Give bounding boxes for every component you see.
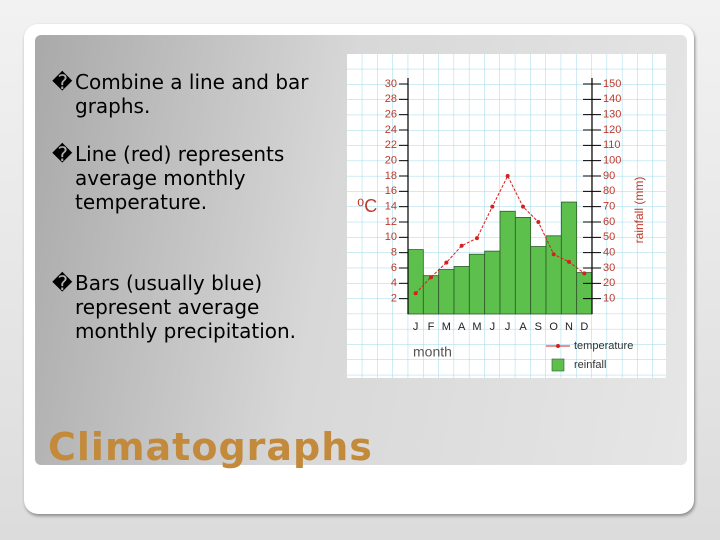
temperature-point — [444, 260, 449, 265]
y-tick-label: 24 — [385, 124, 397, 136]
legend-point — [556, 344, 560, 348]
temperature-point — [521, 204, 525, 209]
bar — [438, 269, 455, 315]
y2-tick-label: 50 — [603, 231, 615, 243]
y-tick-label: 12 — [385, 216, 397, 228]
temperature-point — [475, 236, 479, 241]
x-tick-label: O — [549, 321, 558, 333]
bullet-marker: � — [52, 271, 73, 295]
y2-tick-label: 40 — [603, 247, 615, 259]
legend-swatch — [551, 358, 565, 372]
bullet-marker: � — [52, 70, 73, 94]
temperature-point — [536, 220, 541, 224]
temperature-point — [459, 243, 464, 248]
y2-tick-label: 30 — [603, 262, 615, 274]
temperature-point — [413, 291, 418, 296]
temperature-line — [415, 174, 585, 294]
bar — [576, 272, 593, 315]
y2-tick-label: 70 — [603, 201, 615, 213]
bullet-marker: � — [52, 142, 73, 166]
y2-tick-label: 90 — [603, 170, 615, 182]
bullet: � Line (red) represents average monthly t… — [52, 142, 315, 214]
y-tick-label: 20 — [385, 155, 397, 167]
x-tick-label: N — [565, 321, 573, 333]
y2-tick-label: 140 — [603, 93, 621, 105]
temperature-point — [567, 259, 571, 264]
y2-tick-label: 10 — [603, 293, 615, 305]
bar — [484, 250, 501, 315]
bar — [407, 249, 424, 315]
bullet-text: Line (red) represents average monthly te… — [75, 142, 285, 214]
x-tick-label: A — [519, 321, 527, 333]
temperature-point — [582, 271, 587, 276]
y-tick-label: 30 — [385, 78, 397, 90]
y2-tick-label: 120 — [603, 124, 621, 136]
y2-axis-label: rainfall (mm) — [632, 177, 646, 244]
x-tick-label: S — [535, 321, 542, 333]
x-tick-label: A — [458, 321, 466, 333]
y-tick-label: 16 — [385, 185, 397, 197]
y-tick-label: 4 — [391, 277, 397, 289]
bar — [453, 266, 470, 315]
bullet-text: Bars (usually blue) represent average mo… — [75, 271, 297, 343]
y2-tick-label: 150 — [603, 78, 621, 90]
x-tick-label: F — [428, 321, 435, 333]
chart: 2468101214161820222426283010203040506070… — [347, 54, 666, 378]
bullet: � Combine a line and bar graphs. — [52, 70, 315, 118]
temperature-point — [551, 252, 556, 257]
temperature-point — [429, 275, 433, 280]
temperature-point — [490, 204, 495, 209]
bar — [468, 253, 486, 315]
y-tick-label: 28 — [385, 93, 397, 105]
bar — [499, 210, 516, 315]
y2-tick-label: 60 — [603, 216, 615, 228]
bar — [514, 216, 532, 315]
y-tick-label: 18 — [385, 170, 397, 182]
y2-tick-label: 130 — [603, 109, 621, 121]
bullet: � Bars (usually blue) represent average m… — [52, 271, 315, 343]
y-tick-label: 6 — [391, 262, 397, 274]
x-tick-label: J — [505, 321, 511, 333]
legend-label: reinfall — [574, 359, 606, 371]
bullet-text: Combine a line and bar graphs. — [75, 70, 309, 118]
y-tick-label: 26 — [385, 109, 397, 121]
y-tick-label: 14 — [385, 201, 397, 213]
y-tick-label: 22 — [385, 139, 397, 151]
x-tick-label: M — [442, 321, 451, 333]
y2-tick-label: 100 — [603, 155, 621, 167]
bar — [560, 201, 578, 315]
y2-tick-label: 80 — [603, 185, 615, 197]
x-tick-label: D — [580, 321, 588, 333]
slide-title: Climatographs — [48, 425, 373, 469]
bar — [422, 275, 440, 315]
bar — [545, 235, 562, 315]
y-tick-label: 8 — [391, 247, 397, 259]
y-tick-label: 2 — [391, 293, 397, 305]
temperature-point — [505, 174, 510, 178]
y2-tick-label: 110 — [603, 139, 621, 151]
bar — [530, 246, 547, 315]
x-axis-label: month — [413, 344, 452, 360]
y-tick-label: 10 — [385, 231, 397, 243]
legend-label: temperature — [574, 340, 633, 352]
x-tick-label: J — [413, 321, 419, 333]
y2-tick-label: 20 — [603, 277, 615, 289]
y-axis-label: ⁰C — [357, 196, 377, 216]
x-tick-label: M — [472, 321, 481, 333]
x-tick-label: J — [490, 321, 496, 333]
